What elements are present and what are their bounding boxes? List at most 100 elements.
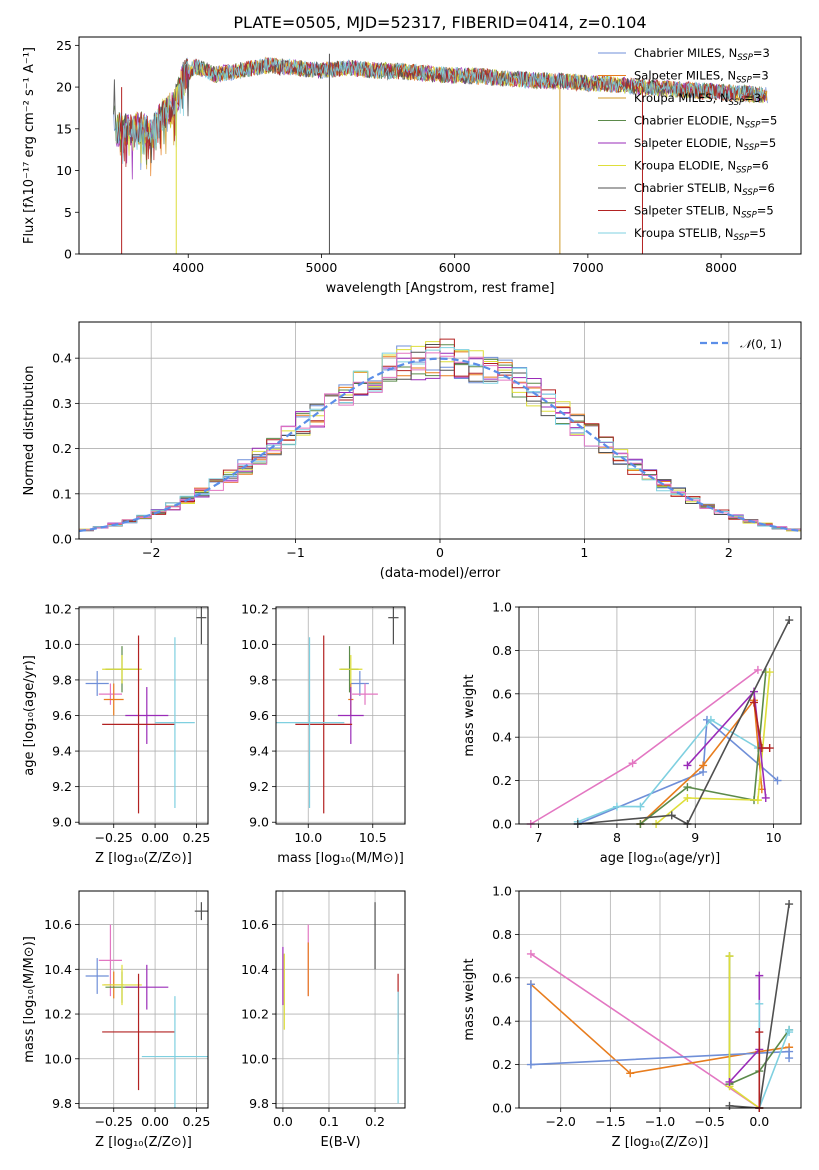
weight-point xyxy=(683,783,692,792)
x-tick-label: 0.00 xyxy=(141,1114,169,1129)
weight-point xyxy=(612,802,621,811)
weight-series xyxy=(577,718,779,825)
y-tick-label: 0.2 xyxy=(492,1057,512,1072)
x-tick-label: 1 xyxy=(580,545,588,560)
y-tick-label: 10.6 xyxy=(241,917,269,932)
y-tick-label: 9.6 xyxy=(249,708,269,723)
histogram-steps xyxy=(79,338,801,534)
histogram-series xyxy=(79,352,801,534)
weight-point xyxy=(755,1028,764,1037)
spectrum-series xyxy=(115,57,765,168)
x-tick-label: 0.25 xyxy=(183,1114,211,1129)
weight_vs_Z-axes: −2.0 −1.5 −1.0 −0.5 0.0 0.0 0.2 0.4 0.6 0.8 1.0 Z [… xyxy=(462,884,801,1150)
weight-point xyxy=(785,900,794,909)
x-tick-label: −2.0 xyxy=(546,1114,576,1129)
y-tick-label: 0.0 xyxy=(492,1101,512,1116)
weight-series xyxy=(530,953,760,1109)
weight-point xyxy=(753,796,762,805)
y-tick-label: 9.4 xyxy=(52,744,72,759)
gaussian-curve xyxy=(79,357,801,533)
x-axis-label: mass [log₁₀(M/M⊙)] xyxy=(277,851,404,866)
weight-point xyxy=(755,999,764,1008)
spectrum-lines xyxy=(113,53,768,254)
y-tick-label: 9.8 xyxy=(52,672,72,687)
weight_vs_age-lines xyxy=(526,616,794,828)
mass_vs_EBV-errorbars xyxy=(282,902,399,1104)
weight-series xyxy=(758,1003,790,1109)
y-tick-label: 9.0 xyxy=(249,815,269,830)
x-tick-label: 0 xyxy=(436,545,444,560)
weight-point xyxy=(725,1101,734,1110)
axes-frame xyxy=(78,890,209,1109)
mass_vs_Z-axes: −0.25 0.00 0.25 9.8 10.0 10.2 10.4 10.6 Z [log₁₀… xyxy=(22,891,210,1150)
y-axis-label: mass weight xyxy=(462,958,477,1040)
x-tick-label: −0.5 xyxy=(694,1114,724,1129)
x-axis-label: E(B-V) xyxy=(320,1135,360,1150)
y-tick-label: 1.0 xyxy=(492,884,512,899)
axes-frame xyxy=(518,890,802,1109)
x-tick-label: 10 xyxy=(766,830,782,845)
age_vs_Z-errorbars xyxy=(85,607,207,814)
x-axis-label: wavelength [Angstrom, rest frame] xyxy=(326,281,555,296)
y-tick-label: 0 xyxy=(64,247,72,262)
x-tick-label: −0.25 xyxy=(95,1114,133,1129)
weight-point xyxy=(725,1077,734,1086)
weight-point xyxy=(750,698,758,707)
weight_vs_Z-lines xyxy=(526,900,794,1112)
weight-point xyxy=(765,744,774,753)
y-tick-label: 0.6 xyxy=(492,970,512,985)
weight-point xyxy=(753,665,762,674)
legend-entry: Chabrier MILES, NSSP=3 xyxy=(634,46,770,63)
weight-point xyxy=(785,616,794,625)
legend-entry: Kroupa ELODIE, NSSP=6 xyxy=(634,159,769,176)
mass_vs_Z-errorbars xyxy=(85,902,208,1108)
y-tick-label: 10.2 xyxy=(44,1007,72,1022)
x-tick-label: 6000 xyxy=(439,260,471,275)
axes-frame xyxy=(275,606,406,825)
y-tick-label: 0.6 xyxy=(492,686,512,701)
y-axis-label: age [log₁₀(age/yr)] xyxy=(22,655,37,776)
x-tick-label: 10.0 xyxy=(294,830,322,845)
weight-point xyxy=(683,761,692,770)
y-tick-label: 9.8 xyxy=(249,672,269,687)
y-tick-label: 0.8 xyxy=(492,643,512,658)
age_vs_mass-axes: 10.0 10.5 9.0 9.2 9.4 9.6 9.8 10.0 10.2 mass [log… xyxy=(241,601,405,866)
x-tick-label: 0.2 xyxy=(365,1114,385,1129)
x-axis-label: Z [log₁₀(Z/Z⊙)] xyxy=(612,1135,709,1150)
x-tick-label: −1 xyxy=(286,545,304,560)
y-axis-label: Normed distribution xyxy=(22,366,37,496)
y-tick-label: 9.4 xyxy=(249,744,269,759)
weight-series xyxy=(577,619,791,826)
y-tick-label: 0.1 xyxy=(52,486,72,501)
figure-title: PLATE=0505, MJD=52317, FIBERID=0414, z=0… xyxy=(233,13,646,32)
y-tick-label: 10.0 xyxy=(44,1051,72,1066)
weight-point xyxy=(526,980,535,989)
weight-point xyxy=(785,1028,794,1037)
age_vs_Z-axes: −0.25 0.00 0.25 9.0 9.2 9.4 9.6 9.8 10.0 10.2 Z [l… xyxy=(22,601,210,866)
weight-point xyxy=(526,1060,535,1069)
y-tick-label: 9.6 xyxy=(52,708,72,723)
x-tick-label: −0.25 xyxy=(95,830,133,845)
x-tick-label: 8000 xyxy=(705,260,737,275)
axes-frame xyxy=(275,890,406,1109)
x-tick-label: −1.0 xyxy=(645,1114,675,1129)
spectrum-axes: 4000 5000 6000 7000 8000 0 5 10 15 20 25 wavelength… xyxy=(22,38,737,296)
y-tick-label: 10.2 xyxy=(241,1007,269,1022)
legend-entry: Salpeter MILES, NSSP=3 xyxy=(634,69,769,86)
mass_vs_EBV-axes: 0.0 0.1 0.2 9.8 10.0 10.2 10.4 10.6 E(B-V) xyxy=(241,891,405,1150)
y-tick-label: 9.0 xyxy=(52,815,72,830)
legend-entry: Salpeter STELIB, NSSP=5 xyxy=(634,204,774,221)
weight-point xyxy=(636,802,645,811)
axes-frame xyxy=(78,321,802,540)
y-tick-label: 0.8 xyxy=(492,927,512,942)
weight-series xyxy=(728,956,760,1109)
weight-series xyxy=(577,718,759,823)
x-tick-label: 0.0 xyxy=(749,1114,769,1129)
y-tick-label: 10.0 xyxy=(44,637,72,652)
y-axis-label: mass weight xyxy=(462,674,477,756)
spectrum-series xyxy=(115,57,765,164)
weight-point xyxy=(628,759,637,768)
y-tick-label: 10.2 xyxy=(44,601,72,616)
x-tick-label: 0.0 xyxy=(273,1114,293,1129)
